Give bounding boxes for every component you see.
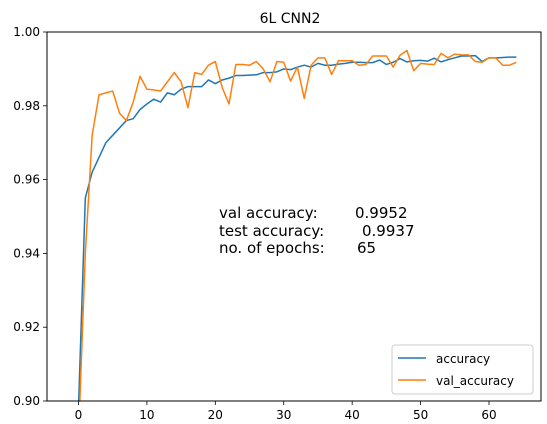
annotation-label-val-accuracy: val accuracy: bbox=[219, 204, 318, 222]
legend-label-val-accuracy: val_accuracy bbox=[436, 374, 514, 388]
y-tick-label: 1.00 bbox=[13, 25, 40, 39]
x-tick-label: 0 bbox=[75, 408, 83, 422]
annotation-block: val accuracy: 0.9952 test accuracy: 0.99… bbox=[219, 204, 415, 257]
chart-title: 6L CNN2 bbox=[260, 11, 321, 27]
y-tick-label: 0.98 bbox=[13, 99, 40, 113]
y-tick-label: 0.90 bbox=[13, 394, 40, 408]
y-axis: 0.90 0.92 0.94 0.96 0.98 1.00 bbox=[13, 25, 47, 408]
x-axis: 0 10 20 30 40 50 60 bbox=[75, 401, 497, 422]
annotation-value-test-accuracy: 0.9937 bbox=[362, 222, 415, 240]
annotation-label-epochs: no. of epochs: bbox=[219, 239, 325, 257]
x-tick-label: 10 bbox=[139, 408, 154, 422]
x-tick-label: 20 bbox=[208, 408, 223, 422]
series-layer bbox=[77, 49, 517, 401]
annotation-value-val-accuracy: 0.9952 bbox=[355, 204, 408, 222]
y-tick-label: 0.92 bbox=[13, 320, 40, 334]
x-tick-label: 40 bbox=[345, 408, 360, 422]
x-tick-label: 50 bbox=[413, 408, 428, 422]
plot-frame bbox=[46, 31, 542, 402]
series-line-val-accuracy bbox=[79, 49, 517, 401]
annotation-value-epochs: 65 bbox=[357, 239, 376, 257]
annotation-label-test-accuracy: test accuracy: bbox=[219, 222, 324, 240]
legend: accuracy val_accuracy bbox=[391, 344, 534, 395]
x-tick-label: 60 bbox=[481, 408, 496, 422]
legend-box bbox=[391, 344, 534, 395]
y-tick-label: 0.96 bbox=[13, 173, 40, 187]
y-tick-label: 0.94 bbox=[13, 246, 40, 260]
x-tick-label: 30 bbox=[276, 408, 291, 422]
legend-label-accuracy: accuracy bbox=[436, 352, 490, 366]
